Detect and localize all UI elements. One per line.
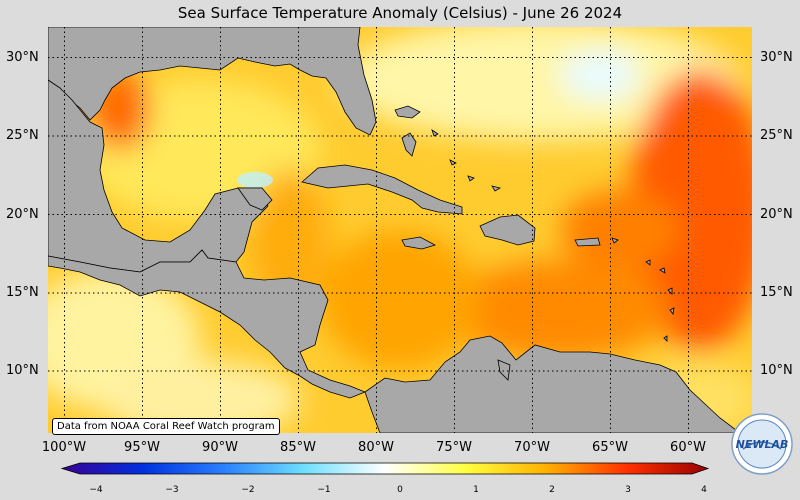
land-masses	[48, 27, 741, 433]
lat-label-10n: 10°N	[6, 363, 39, 378]
data-credit: Data from NOAA Coral Reef Watch program	[52, 418, 280, 435]
anomaly-patches	[48, 27, 752, 433]
lon-label-90w: 90°W	[202, 440, 238, 455]
lat-label-10n-right: 10°N	[760, 363, 793, 378]
colorbar-tick: 2	[549, 485, 555, 495]
lat-label-25n: 25°N	[6, 128, 39, 143]
colorbar-tick: −1	[317, 485, 331, 495]
newlab-logo: NEWLAB	[731, 413, 793, 475]
lat-label-20n-right: 20°N	[760, 207, 793, 222]
colorbar-tick: 1	[473, 485, 479, 495]
lon-label-85w: 85°W	[280, 440, 316, 455]
lat-label-30n: 30°N	[6, 50, 39, 65]
lat-label-25n-right: 25°N	[760, 128, 793, 143]
lon-label-70w: 70°W	[514, 440, 550, 455]
colorbar-tick: −2	[241, 485, 255, 495]
graticule	[48, 27, 752, 433]
lat-label-30n-right: 30°N	[760, 50, 793, 65]
colorbar-tick: −3	[165, 485, 179, 495]
lat-label-15n-right: 15°N	[760, 285, 793, 300]
colorbar-tick: 3	[625, 485, 631, 495]
map-title: Sea Surface Temperature Anomaly (Celsius…	[177, 4, 623, 22]
lon-label-60w: 60°W	[670, 440, 706, 455]
lon-label-65w: 65°W	[592, 440, 628, 455]
colorbar	[60, 462, 710, 475]
lon-label-75w: 75°W	[436, 440, 472, 455]
lon-label-100w: 100°W	[41, 440, 87, 455]
lat-label-20n: 20°N	[6, 207, 39, 222]
colorbar-tick: 4	[701, 485, 707, 495]
lon-label-95w: 95°W	[124, 440, 160, 455]
lon-label-80w: 80°W	[358, 440, 394, 455]
svg-text:NEWLAB: NEWLAB	[736, 438, 789, 451]
lat-label-15n: 15°N	[6, 285, 39, 300]
colorbar-tick: 0	[397, 485, 403, 495]
colorbar-tick: −4	[89, 485, 103, 495]
